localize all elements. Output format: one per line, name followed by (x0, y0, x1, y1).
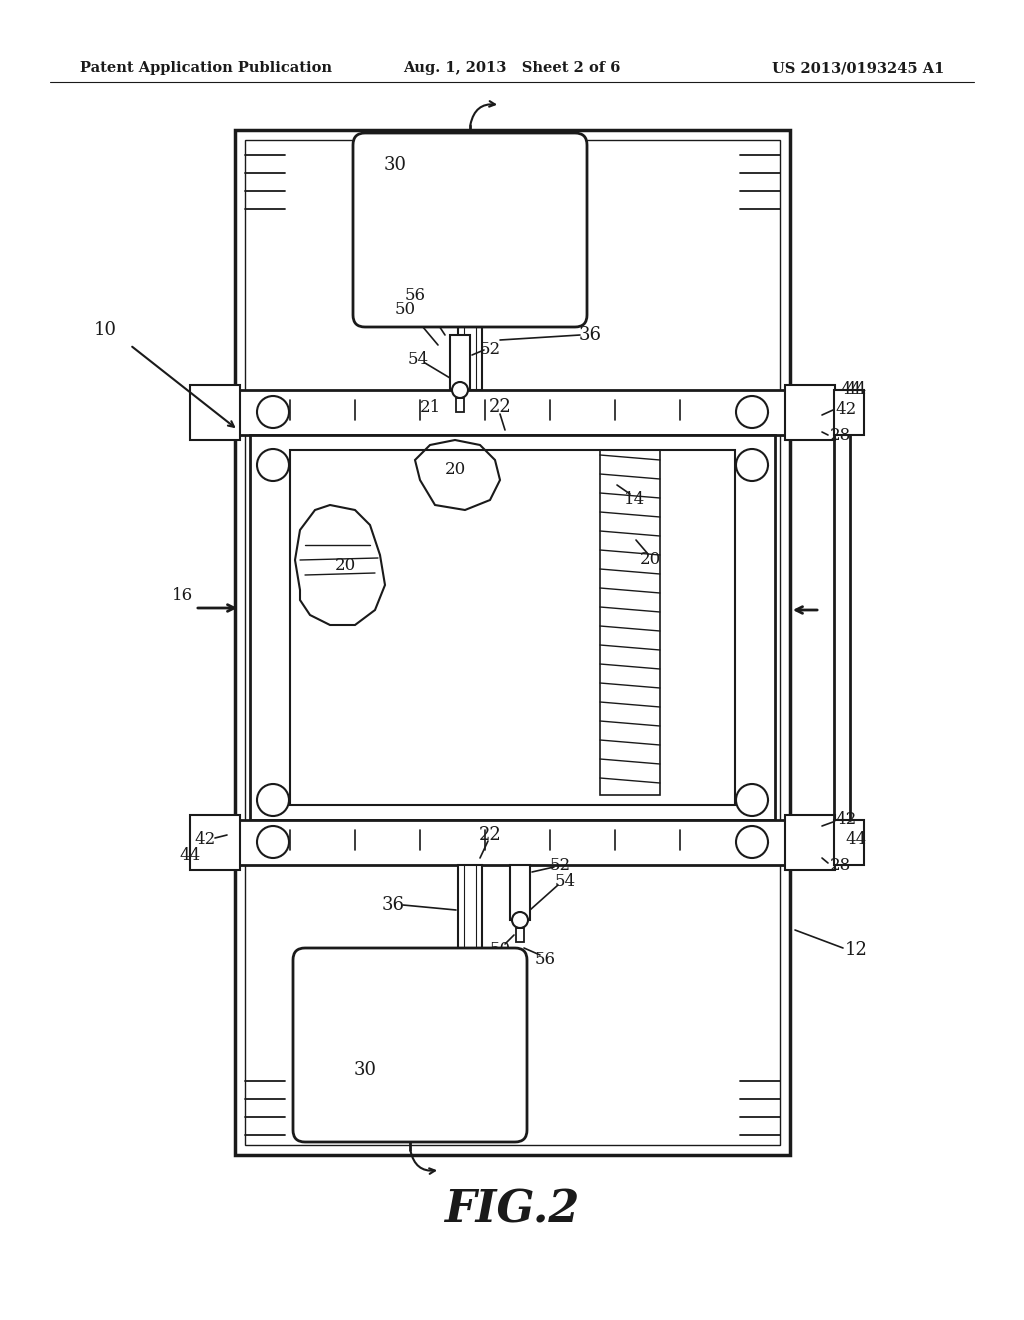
Bar (290, 450, 735, 805)
Circle shape (736, 826, 768, 858)
Bar (834, 389, 864, 436)
Text: 21: 21 (420, 399, 440, 416)
Circle shape (257, 784, 289, 816)
Text: 44: 44 (845, 832, 866, 849)
Bar (516, 928, 524, 942)
Bar (456, 399, 464, 412)
Text: 56: 56 (535, 952, 555, 969)
Text: 20: 20 (444, 462, 466, 479)
Text: 50: 50 (489, 941, 511, 958)
Circle shape (257, 396, 289, 428)
Text: 44: 44 (179, 846, 201, 863)
Text: 20: 20 (639, 552, 660, 569)
Text: 54: 54 (408, 351, 429, 368)
Bar (234, 129, 790, 1155)
Text: 16: 16 (171, 586, 193, 603)
Text: 20: 20 (335, 557, 355, 573)
Text: 54: 54 (554, 874, 575, 891)
Text: 42: 42 (195, 832, 216, 849)
Bar (785, 814, 835, 870)
Text: Aug. 1, 2013   Sheet 2 of 6: Aug. 1, 2013 Sheet 2 of 6 (403, 61, 621, 75)
Text: 14: 14 (625, 491, 645, 508)
Bar (785, 385, 835, 440)
Bar (234, 389, 790, 436)
Bar (458, 865, 482, 960)
Bar (510, 865, 530, 920)
Circle shape (736, 396, 768, 428)
Text: 42: 42 (835, 812, 856, 829)
Text: 56: 56 (404, 286, 426, 304)
Bar (234, 820, 790, 865)
Text: 10: 10 (93, 321, 117, 339)
Circle shape (736, 784, 768, 816)
Text: 22: 22 (488, 399, 511, 416)
Text: 12: 12 (845, 941, 868, 960)
Text: Patent Application Publication: Patent Application Publication (80, 61, 332, 75)
Circle shape (512, 912, 528, 928)
Text: 22: 22 (478, 826, 502, 843)
Bar (373, 153, 567, 308)
Text: 30: 30 (353, 1061, 377, 1078)
Text: 36: 36 (579, 326, 601, 345)
Bar (458, 315, 482, 389)
Bar (450, 335, 470, 389)
FancyBboxPatch shape (353, 133, 587, 327)
Text: 52: 52 (479, 342, 501, 359)
Text: 42: 42 (835, 401, 856, 418)
Circle shape (736, 449, 768, 480)
Bar (313, 968, 507, 1122)
Text: 28: 28 (830, 857, 851, 874)
Bar (250, 436, 775, 820)
Text: 52: 52 (550, 857, 570, 874)
Text: 44: 44 (840, 381, 861, 399)
Bar (190, 814, 240, 870)
Text: FIG.2: FIG.2 (444, 1188, 580, 1232)
Bar (245, 140, 780, 1144)
Bar (834, 820, 864, 865)
Circle shape (452, 381, 468, 399)
Bar (190, 385, 240, 440)
Circle shape (257, 826, 289, 858)
Circle shape (257, 449, 289, 480)
FancyBboxPatch shape (293, 948, 527, 1142)
Text: 28: 28 (830, 426, 851, 444)
Text: 44: 44 (845, 381, 866, 399)
Bar (600, 450, 660, 795)
Text: 30: 30 (384, 156, 407, 174)
Text: US 2013/0193245 A1: US 2013/0193245 A1 (772, 61, 944, 75)
Text: 50: 50 (394, 301, 416, 318)
Text: 36: 36 (382, 896, 404, 913)
